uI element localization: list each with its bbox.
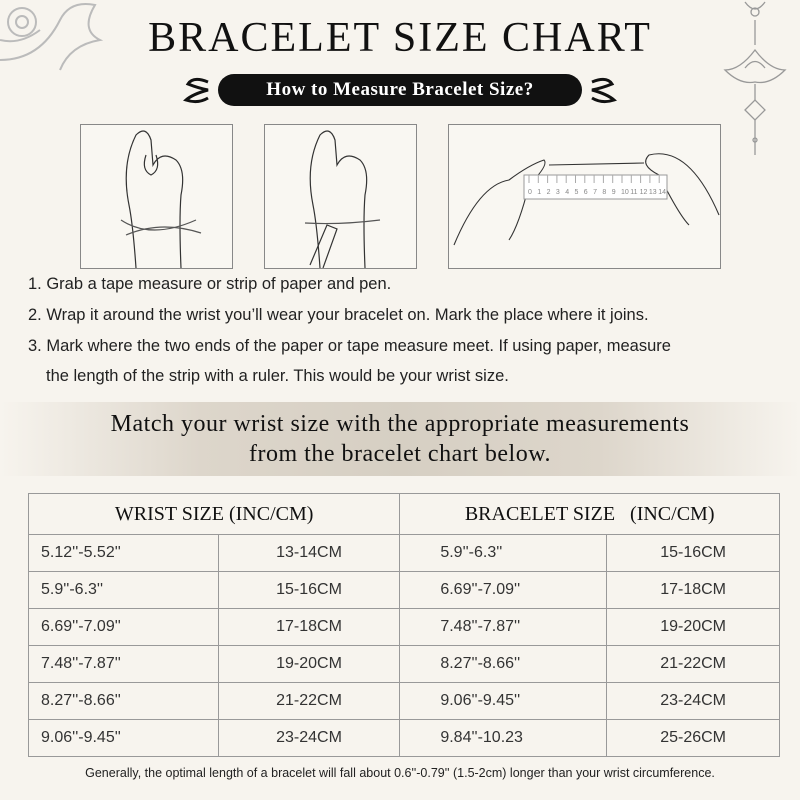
- bracelet-inches: 8.27''-8.66'': [399, 645, 608, 683]
- step-2: 2. Wrap it around the wrist you’ll wear …: [28, 306, 649, 324]
- wrist-cm: 23-24CM: [217, 719, 401, 757]
- ruler-number: 3: [556, 189, 560, 196]
- ruler-number: 4: [565, 189, 569, 196]
- bracelet-cm: 17-18CM: [606, 571, 780, 609]
- illustration-mark-wrist: [264, 124, 417, 269]
- band-line-1: Match your wrist size with the appropria…: [110, 411, 690, 437]
- swirl-left-icon: [183, 77, 209, 104]
- table-row: 6.69''-7.09'' 17-18CM 7.48''-7.87'' 19-20CM: [28, 608, 780, 646]
- ruler-number: 7: [593, 189, 597, 196]
- table-row: 9.06''-9.45'' 23-24CM 9.84''-10.23 25-26CM: [28, 719, 780, 757]
- wrist-inches: 5.12''-5.52'': [28, 534, 219, 572]
- header-bracelet-size: BRACELET SIZE (INC/CM): [399, 493, 780, 535]
- bracelet-inches: 9.06''-9.45'': [399, 682, 608, 720]
- bracelet-cm: 23-24CM: [606, 682, 780, 720]
- wrist-cm: 13-14CM: [217, 534, 401, 572]
- ruler-number: 8: [602, 189, 606, 196]
- wrist-cm: 19-20CM: [217, 645, 401, 683]
- wrist-inches: 5.9''-6.3'': [28, 571, 219, 609]
- ruler-number: 1: [537, 189, 541, 196]
- wrist-inches: 8.27''-8.66'': [28, 682, 219, 720]
- bracelet-inches: 6.69''-7.09'': [399, 571, 608, 609]
- ruler-number: 11: [630, 189, 637, 196]
- footnote: Generally, the optimal length of a brace…: [85, 766, 715, 780]
- step-3-continued: the length of the strip with a ruler. Th…: [46, 367, 509, 385]
- bracelet-cm: 15-16CM: [606, 534, 780, 572]
- ruler-number: 9: [612, 189, 616, 196]
- table-row: 5.9''-6.3'' 15-16CM 6.69''-7.09'' 17-18CM: [28, 571, 780, 609]
- table-row: 5.12''-5.52'' 13-14CM 5.9''-6.3'' 15-16CM: [28, 534, 780, 572]
- table-row: 8.27''-8.66'' 21-22CM 9.06''-9.45'' 23-24CM: [28, 682, 780, 720]
- wrist-cm: 15-16CM: [217, 571, 401, 609]
- illustration-wrap-wrist: [80, 124, 233, 269]
- bracelet-inches: 9.84''-10.23: [399, 719, 608, 757]
- table-row: 7.48''-7.87'' 19-20CM 8.27''-8.66'' 21-22CM: [28, 645, 780, 683]
- ruler-number: 2: [547, 189, 551, 196]
- ruler-number: 10: [621, 189, 629, 196]
- wrist-inches: 7.48''-7.87'': [28, 645, 219, 683]
- illustration-ruler: 0 1 2 3 4 5 6 7 8 9 10 11 12 13 14: [448, 124, 721, 269]
- step-1: 1. Grab a tape measure or strip of paper…: [28, 275, 392, 293]
- wrist-cm: 17-18CM: [217, 608, 401, 646]
- match-instruction-band: Match your wrist size with the appropria…: [0, 402, 800, 476]
- ruler-number: 14: [658, 189, 666, 196]
- band-line-2: from the bracelet chart below.: [249, 441, 551, 467]
- swirl-right-icon: [591, 77, 617, 104]
- ruler-number: 0: [528, 189, 532, 196]
- wrist-inches: 6.69''-7.09'': [28, 608, 219, 646]
- bracelet-cm: 25-26CM: [606, 719, 780, 757]
- header-wrist-size: WRIST SIZE (INC/CM): [27, 493, 401, 535]
- mandala-ornament-icon: [0, 3, 104, 71]
- wrist-inches: 9.06''-9.45'': [28, 719, 219, 757]
- hand-mark-icon: [304, 130, 381, 269]
- hand-wrap-icon: [120, 130, 202, 269]
- bracelet-inches: 5.9''-6.3'': [399, 534, 608, 572]
- ruler-number: 6: [584, 189, 588, 196]
- ruler-number: 5: [575, 189, 579, 196]
- step-3: 3. Mark where the two ends of the paper …: [28, 337, 671, 355]
- size-chart-table: WRIST SIZE (INC/CM) BRACELET SIZE (INC/C…: [27, 493, 780, 757]
- bracelet-cm: 19-20CM: [606, 608, 780, 646]
- ruler-number: 12: [640, 189, 648, 196]
- page-title: BRACELET SIZE CHART: [148, 15, 652, 61]
- ruler-hands-icon: 0 1 2 3 4 5 6 7 8 9 10 11 12 13 14: [453, 153, 720, 246]
- ruler-number: 13: [649, 189, 657, 196]
- lotus-ornament-icon: [723, 1, 787, 155]
- bracelet-cm: 21-22CM: [606, 645, 780, 683]
- wrist-cm: 21-22CM: [217, 682, 401, 720]
- bracelet-inches: 7.48''-7.87'': [399, 608, 608, 646]
- how-to-measure-banner: How to Measure Bracelet Size?: [218, 74, 582, 106]
